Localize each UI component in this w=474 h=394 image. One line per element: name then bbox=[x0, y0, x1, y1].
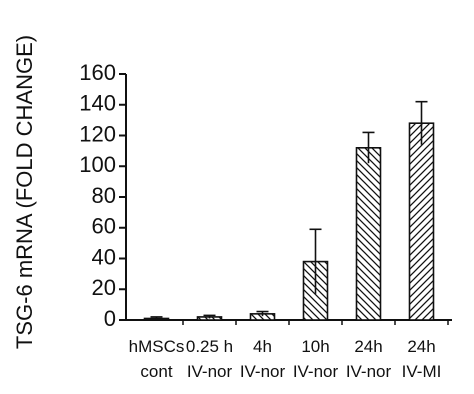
x-category-label-line1: 10h bbox=[301, 337, 329, 356]
bars bbox=[143, 100, 435, 321]
x-category-label-line1: 24h bbox=[354, 337, 382, 356]
y-tick-label: 60 bbox=[92, 214, 116, 239]
category-labels: hMSCs cont 0.25 h IV-nor 4h IV-nor 10h IV-nor 24… bbox=[129, 337, 442, 381]
bar bbox=[355, 147, 382, 321]
y-tick-label: 100 bbox=[79, 152, 116, 177]
y-tick-label: 40 bbox=[92, 244, 116, 269]
x-category-label-line2: IV-MI bbox=[402, 362, 442, 381]
axes: 0 20 40 60 80 100 120 140 160 bbox=[79, 60, 452, 331]
x-category-label-line1: 24h bbox=[407, 337, 435, 356]
x-category-label-line1: 0.25 h bbox=[186, 337, 233, 356]
y-axis-label: TSG-6 mRNA (FOLD CHANGE) bbox=[12, 35, 37, 349]
x-category-label-line2: cont bbox=[140, 362, 172, 381]
y-tick-label: 140 bbox=[79, 91, 116, 116]
x-category-label-line2: IV-nor bbox=[240, 362, 286, 381]
y-tick-label: 20 bbox=[92, 275, 116, 300]
x-category-label-line2: IV-nor bbox=[293, 362, 339, 381]
y-tick-label: 0 bbox=[104, 306, 116, 331]
bar bbox=[408, 122, 435, 321]
y-tick-label: 120 bbox=[79, 121, 116, 146]
x-category-label-line1: 4h bbox=[253, 337, 272, 356]
y-tick-label: 80 bbox=[92, 183, 116, 208]
x-category-label-line2: IV-nor bbox=[346, 362, 392, 381]
x-category-label-line2: IV-nor bbox=[187, 362, 233, 381]
x-category-label-line1: hMSCs bbox=[129, 337, 185, 356]
y-tick-label: 160 bbox=[79, 60, 116, 85]
